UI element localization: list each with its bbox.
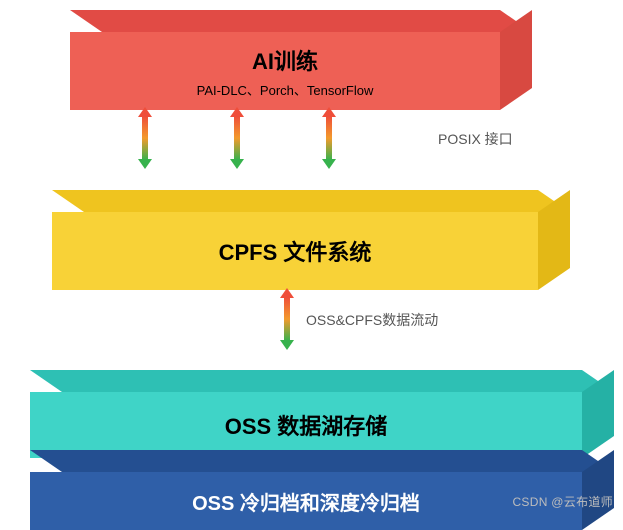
top-arrow-0 (138, 107, 152, 169)
cold-layer: OSS 冷归档和深度冷归档 (30, 450, 614, 530)
watermark: CSDN @云布道师 (512, 493, 613, 510)
cpfs-title: CPFS 文件系统 (219, 235, 372, 267)
cpfs-layer: CPFS 文件系统 (52, 190, 570, 290)
top-arrow-2 (322, 107, 336, 169)
mid-caption: OSS&CPFS数据流动 (306, 310, 438, 330)
top-caption: POSIX 接口 (438, 129, 513, 149)
ai-subtitle: PAI-DLC、Porch、TensorFlow (197, 80, 374, 99)
ai-layer: AI训练 PAI-DLC、Porch、TensorFlow (70, 10, 532, 110)
ai-title: AI训练 (252, 44, 318, 76)
top-arrow-1 (230, 107, 244, 169)
cold-title: OSS 冷归档和深度冷归档 (192, 487, 420, 516)
oss-layer: OSS 数据湖存储 (30, 370, 614, 458)
mid-arrow-0 (280, 288, 294, 350)
oss-title: OSS 数据湖存储 (225, 409, 388, 441)
